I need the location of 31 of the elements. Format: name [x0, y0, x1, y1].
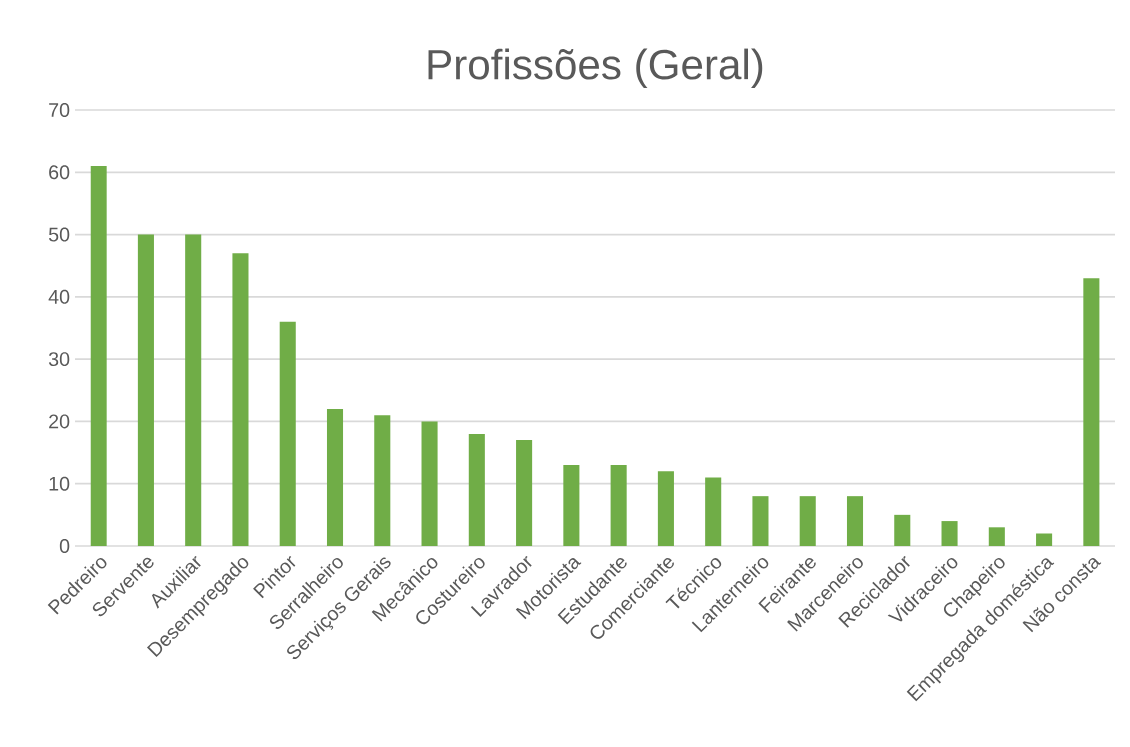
chart-title: Profissões (Geral): [428, 48, 763, 88]
bar: [894, 514, 911, 546]
y-tick-label: 50: [48, 227, 70, 242]
bar: [1036, 533, 1053, 546]
bar: [279, 321, 296, 546]
y-tick-label: 40: [48, 289, 70, 304]
bar: [610, 465, 627, 546]
bar: [752, 496, 769, 546]
y-tick-label: 60: [49, 165, 70, 180]
bar: [988, 527, 1005, 546]
y-tick-label: 10: [49, 476, 70, 491]
bar: [468, 433, 485, 546]
bar: [799, 496, 816, 546]
bar: [516, 440, 533, 546]
bar: [846, 496, 864, 546]
y-tick-label: 30: [48, 352, 70, 367]
bar: [374, 415, 391, 546]
bar: [705, 477, 722, 546]
bar: [137, 234, 154, 546]
bar: [185, 234, 202, 546]
y-tick-label: 20: [49, 414, 70, 429]
bar: [657, 471, 674, 546]
bar: [941, 521, 958, 546]
bar: [1083, 278, 1100, 546]
bar: [563, 465, 580, 546]
y-tick-label: 70: [49, 103, 70, 117]
bar: [90, 166, 107, 546]
bar: [421, 421, 438, 546]
bar: [326, 408, 344, 546]
bar: [232, 253, 249, 546]
y-tick-label: 0: [59, 539, 70, 553]
